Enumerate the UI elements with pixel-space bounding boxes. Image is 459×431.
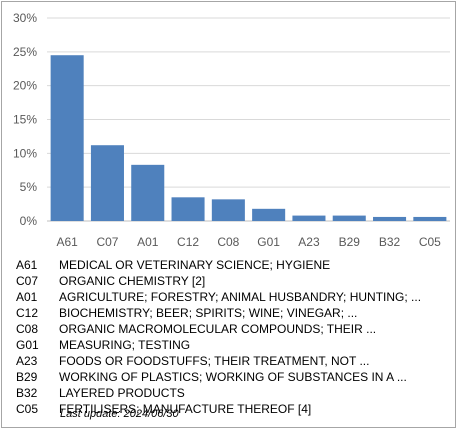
legend-description: AGRICULTURE; FORESTRY; ANIMAL HUSBANDRY;…: [59, 290, 422, 304]
bar: [90, 145, 124, 221]
legend-row: C12 BIOCHEMISTRY; BEER; SPIRITS; WINE; VI…: [16, 305, 448, 321]
bar: [50, 55, 84, 221]
bar: [211, 199, 245, 221]
legend-row: C07 ORGANIC CHEMISTRY [2]: [16, 273, 448, 289]
legend-description: FOODS OR FOODSTUFFS; THEIR TREATMENT, NO…: [59, 354, 370, 368]
bar: [413, 216, 447, 221]
x-tick-label: C12: [177, 235, 199, 249]
legend-code: A61: [16, 258, 38, 272]
legend-code: A23: [16, 354, 38, 368]
legend-description: WORKING OF PLASTICS; WORKING OF SUBSTANC…: [59, 370, 407, 384]
legend-code: B29: [16, 370, 38, 384]
y-tick-label: 15%: [13, 113, 37, 127]
legend-description: LAYERED PRODUCTS: [59, 386, 185, 400]
x-tick-label: G01: [257, 235, 280, 249]
bar: [131, 164, 165, 221]
x-tick-label: C08: [217, 235, 239, 249]
legend-code: B32: [16, 386, 38, 400]
bar: [171, 197, 205, 221]
legend-description: ORGANIC CHEMISTRY [2]: [59, 274, 206, 288]
x-tick-label: A23: [298, 235, 320, 249]
legend-row: A01 AGRICULTURE; FORESTRY; ANIMAL HUSBAND…: [16, 289, 448, 305]
bar: [292, 215, 326, 221]
bar: [252, 208, 286, 221]
legend-row: B32 LAYERED PRODUCTS: [16, 385, 448, 401]
x-tick-label: A61: [56, 235, 78, 249]
y-tick-label: 20%: [13, 79, 37, 93]
legend-code: C08: [16, 322, 39, 336]
legend-row: A23 FOODS OR FOODSTUFFS; THEIR TREATMENT,…: [16, 353, 448, 369]
legend-row: C05 FERTILISERS; MANUFACTURE THEREOF [4]: [16, 401, 448, 417]
legend-code: A01: [16, 290, 38, 304]
y-tick-label: 30%: [13, 11, 37, 25]
chart-legend: A61 MEDICAL OR VETERINARY SCIENCE; HYGIEN…: [16, 257, 448, 417]
x-tick-label: A01: [137, 235, 159, 249]
last-update-note: Last update: 2024/06/30: [60, 408, 179, 420]
legend-description: BIOCHEMISTRY; BEER; SPIRITS; WINE; VINEG…: [59, 306, 358, 320]
legend-description: ORGANIC MACROMOLECULAR COMPOUNDS; THEIR …: [59, 322, 377, 336]
legend-row: B29 WORKING OF PLASTICS; WORKING OF SUBST…: [16, 369, 448, 385]
bar-chart: 0% 5% 10% 15% 20% 25% 30% A61 C07 A01 C12 C08 G01 A23…: [13, 11, 450, 249]
bar: [332, 215, 366, 221]
legend-description: MEASURING; TESTING: [59, 338, 191, 352]
bar: [373, 216, 407, 221]
y-tick-label: 5%: [20, 180, 38, 194]
legend-row: C08 ORGANIC MACROMOLECULAR COMPOUNDS; THE…: [16, 321, 448, 337]
x-tick-label: C07: [96, 235, 118, 249]
legend-code: C12: [16, 306, 39, 320]
legend-description: FERTILISERS; MANUFACTURE THEREOF [4]: [59, 402, 312, 416]
legend-code: C05: [16, 402, 39, 416]
x-tick-label: B29: [339, 235, 361, 249]
legend-row: A61 MEDICAL OR VETERINARY SCIENCE; HYGIEN…: [16, 257, 448, 273]
x-tick-label: C05: [419, 235, 441, 249]
y-tick-label: 25%: [13, 45, 37, 59]
legend-description: MEDICAL OR VETERINARY SCIENCE; HYGIENE: [59, 258, 331, 272]
y-tick-label: 0%: [20, 214, 38, 228]
legend-row: G01 MEASURING; TESTING: [16, 337, 448, 353]
legend-code: C07: [16, 274, 39, 288]
legend-code: G01: [16, 338, 39, 352]
x-tick-label: B32: [379, 235, 401, 249]
y-tick-label: 10%: [13, 146, 37, 160]
